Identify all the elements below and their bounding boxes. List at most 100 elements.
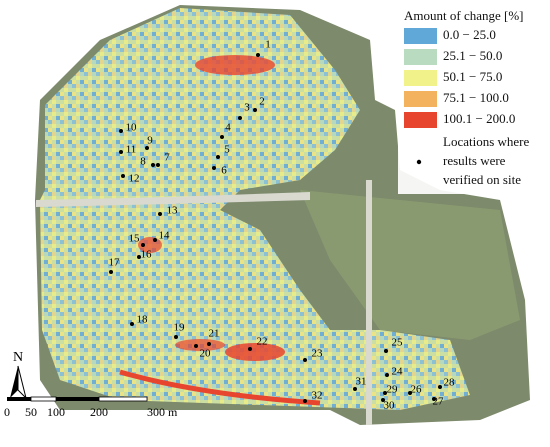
location-point xyxy=(238,116,242,120)
location-label: 1 xyxy=(265,39,271,51)
legend-point xyxy=(416,159,422,165)
location-point xyxy=(207,342,211,346)
location-point xyxy=(381,398,385,402)
scale-label: 200 xyxy=(90,405,108,419)
road xyxy=(36,192,310,207)
legend-label: 100.1 − 200.0 xyxy=(443,111,515,126)
location-point xyxy=(174,335,178,339)
change-hotspot xyxy=(195,55,275,75)
location-point xyxy=(130,322,134,326)
legend-swatch xyxy=(404,49,437,65)
legend-label: 25.1 − 50.0 xyxy=(443,48,502,63)
scale-label: 50 xyxy=(25,405,37,419)
change-hotspot xyxy=(225,343,285,361)
location-point xyxy=(194,344,198,348)
scale-bar xyxy=(7,396,148,402)
location-label: 18 xyxy=(137,314,149,326)
scale-label: 300 m xyxy=(147,405,178,419)
location-point xyxy=(158,212,162,216)
location-point xyxy=(253,108,257,112)
location-point xyxy=(145,146,149,150)
location-point xyxy=(156,163,160,167)
scale-label: 100 xyxy=(47,405,65,419)
location-point xyxy=(137,255,141,259)
legend: Amount of change [%] 0.0 − 25.0 25.1 − 50… xyxy=(398,4,550,194)
location-point xyxy=(303,358,307,362)
location-label: 9 xyxy=(147,135,153,147)
change-hotspot xyxy=(119,369,321,406)
location-point xyxy=(220,135,224,139)
location-label: 28 xyxy=(444,377,456,389)
location-label: 19 xyxy=(174,322,186,334)
location-label: 31 xyxy=(356,376,367,388)
legend-swatch xyxy=(404,70,437,86)
legend-label: verified on site xyxy=(443,172,521,187)
location-label: 21 xyxy=(209,328,220,340)
location-label: 10 xyxy=(126,122,138,134)
location-label: 26 xyxy=(411,384,423,396)
location-point xyxy=(121,174,125,178)
location-label: 30 xyxy=(384,400,396,412)
location-label: 17 xyxy=(109,257,121,269)
north-label: N xyxy=(13,350,23,365)
location-point xyxy=(119,129,123,133)
location-point xyxy=(109,270,113,274)
location-point xyxy=(385,373,389,377)
scale-label: 0 xyxy=(4,405,10,419)
location-label: 16 xyxy=(141,249,153,261)
location-point xyxy=(212,166,216,170)
location-label: 13 xyxy=(167,205,179,217)
location-point xyxy=(119,150,123,154)
location-point xyxy=(384,349,388,353)
legend-title: Amount of change [%] xyxy=(404,8,524,23)
location-point xyxy=(408,391,412,395)
location-label: 12 xyxy=(129,173,140,185)
location-point xyxy=(432,397,436,401)
aerial-park xyxy=(300,190,520,340)
legend-label: results were xyxy=(443,153,506,168)
legend-label: 50.1 − 75.0 xyxy=(443,69,502,84)
location-label: 14 xyxy=(159,230,171,242)
legend-swatch xyxy=(404,112,437,128)
location-label: 3 xyxy=(244,102,250,114)
location-label: 23 xyxy=(312,348,324,360)
location-label: 6 xyxy=(221,165,227,177)
location-label: 8 xyxy=(140,156,146,168)
location-label: 32 xyxy=(312,390,323,402)
north-arrow xyxy=(10,366,18,398)
location-point xyxy=(303,399,307,403)
location-label: 24 xyxy=(392,366,404,378)
legend-label: 0.0 − 25.0 xyxy=(443,27,496,42)
legend-swatch xyxy=(404,91,437,107)
legend-label: 75.1 − 100.0 xyxy=(443,90,509,105)
location-label: 15 xyxy=(129,233,141,245)
north-arrow xyxy=(17,365,27,400)
change-area xyxy=(40,8,470,410)
location-point xyxy=(256,53,260,57)
scale-labels: 0 50 100 200 300 m xyxy=(4,405,178,419)
location-label: 27 xyxy=(433,396,445,408)
legend-swatch xyxy=(404,28,437,44)
location-label: 2 xyxy=(259,96,265,108)
location-point xyxy=(216,155,220,159)
location-point xyxy=(353,387,357,391)
location-point xyxy=(438,385,442,389)
location-label: 25 xyxy=(392,337,404,349)
location-label: 5 xyxy=(224,144,230,156)
location-point xyxy=(153,238,157,242)
location-point xyxy=(383,391,387,395)
location-label: 20 xyxy=(200,348,212,360)
location-label: 29 xyxy=(387,384,399,396)
location-point xyxy=(248,347,252,351)
location-label: 22 xyxy=(257,336,268,348)
locations: 1234567891011121314151617181920212223242… xyxy=(109,39,456,412)
road xyxy=(366,180,372,425)
legend-label: Locations where xyxy=(443,134,530,149)
location-label: 11 xyxy=(126,144,137,156)
location-label: 4 xyxy=(225,122,231,134)
change-hotspot xyxy=(175,339,225,351)
location-point xyxy=(141,243,145,247)
location-point xyxy=(151,163,155,167)
location-label: 7 xyxy=(164,152,170,164)
